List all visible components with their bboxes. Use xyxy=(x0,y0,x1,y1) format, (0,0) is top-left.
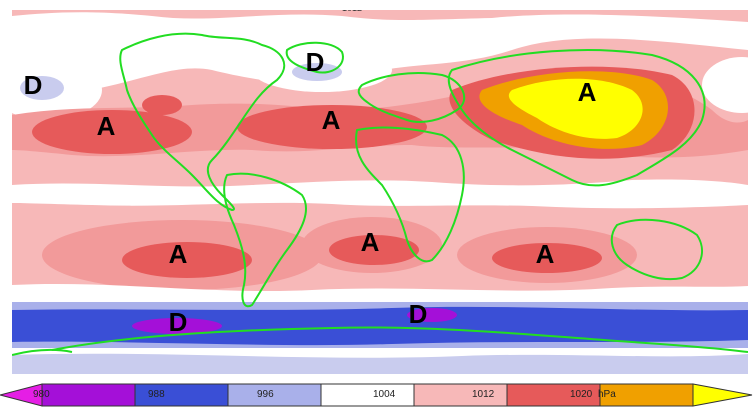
rockies-high xyxy=(142,95,182,115)
high-label-azores: A xyxy=(321,105,341,135)
asia-coast xyxy=(447,49,706,187)
arctic-pink-band xyxy=(12,10,748,22)
pressure-field-svg xyxy=(12,10,748,374)
north-neutral-band xyxy=(12,10,748,96)
southern-low-belt xyxy=(12,306,748,346)
europe-coast xyxy=(357,72,466,123)
azores-high-area xyxy=(237,105,427,149)
colorbar-tick-988: 988 xyxy=(148,389,165,400)
equatorial-neutral-band xyxy=(12,179,748,209)
north-pacific-low-east xyxy=(702,57,748,113)
colorbar-tick-980: 980 xyxy=(33,389,50,400)
high-label-indian-ocean: A xyxy=(535,239,555,269)
africa-coast xyxy=(355,126,465,263)
antarctic-band xyxy=(12,353,748,374)
low-label-north-pacific: D xyxy=(23,70,43,100)
north-pacific-low-core xyxy=(20,76,64,100)
south-indian-low-core xyxy=(407,308,457,322)
colorbar-tick-1020: 1020 xyxy=(570,389,593,400)
top-contour-label: 1012 xyxy=(342,10,362,13)
low-label-south-pacific: D xyxy=(168,307,188,337)
antarctica-coast-west xyxy=(12,348,73,356)
colorbar-tick-1004: 1004 xyxy=(373,389,396,400)
colorbar-tick-996: 996 xyxy=(257,389,274,400)
coastlines xyxy=(12,32,748,356)
north-america-coast xyxy=(119,32,286,211)
north-pacific-high-area xyxy=(32,110,192,154)
indian-ocean-high-core xyxy=(492,243,602,273)
colorbar-band-996 xyxy=(227,383,322,407)
colorbar-band-1004 xyxy=(320,383,415,407)
australia-coast xyxy=(610,218,703,281)
siberian-high-core xyxy=(508,78,643,139)
low-label-south-indian: D xyxy=(408,299,428,329)
pressure-colorbar xyxy=(0,383,753,407)
colorbar-high-arrow xyxy=(692,383,753,407)
high-label-south-atlantic: A xyxy=(360,227,380,257)
colorbar-tick-1012: 1012 xyxy=(472,389,495,400)
low-label-north-atlantic: D xyxy=(305,47,325,77)
colorbar-band-980 xyxy=(41,383,136,407)
colorbar-unit-label: hPa xyxy=(598,389,616,400)
pressure-map: 1012 D D A A A A A A D D xyxy=(12,10,748,374)
high-label-north-pacific: A xyxy=(96,111,116,141)
high-label-siberia: A xyxy=(577,77,597,107)
greenland-coast xyxy=(285,41,344,74)
south-pacific-low-core xyxy=(132,318,222,334)
south-america-coast xyxy=(223,172,307,308)
high-label-south-pacific: A xyxy=(168,239,188,269)
south-neutral-band xyxy=(12,283,748,302)
antarctica-coast xyxy=(51,326,748,353)
south-atlantic-high-core xyxy=(329,235,419,265)
south-pacific-high-core xyxy=(122,242,252,278)
